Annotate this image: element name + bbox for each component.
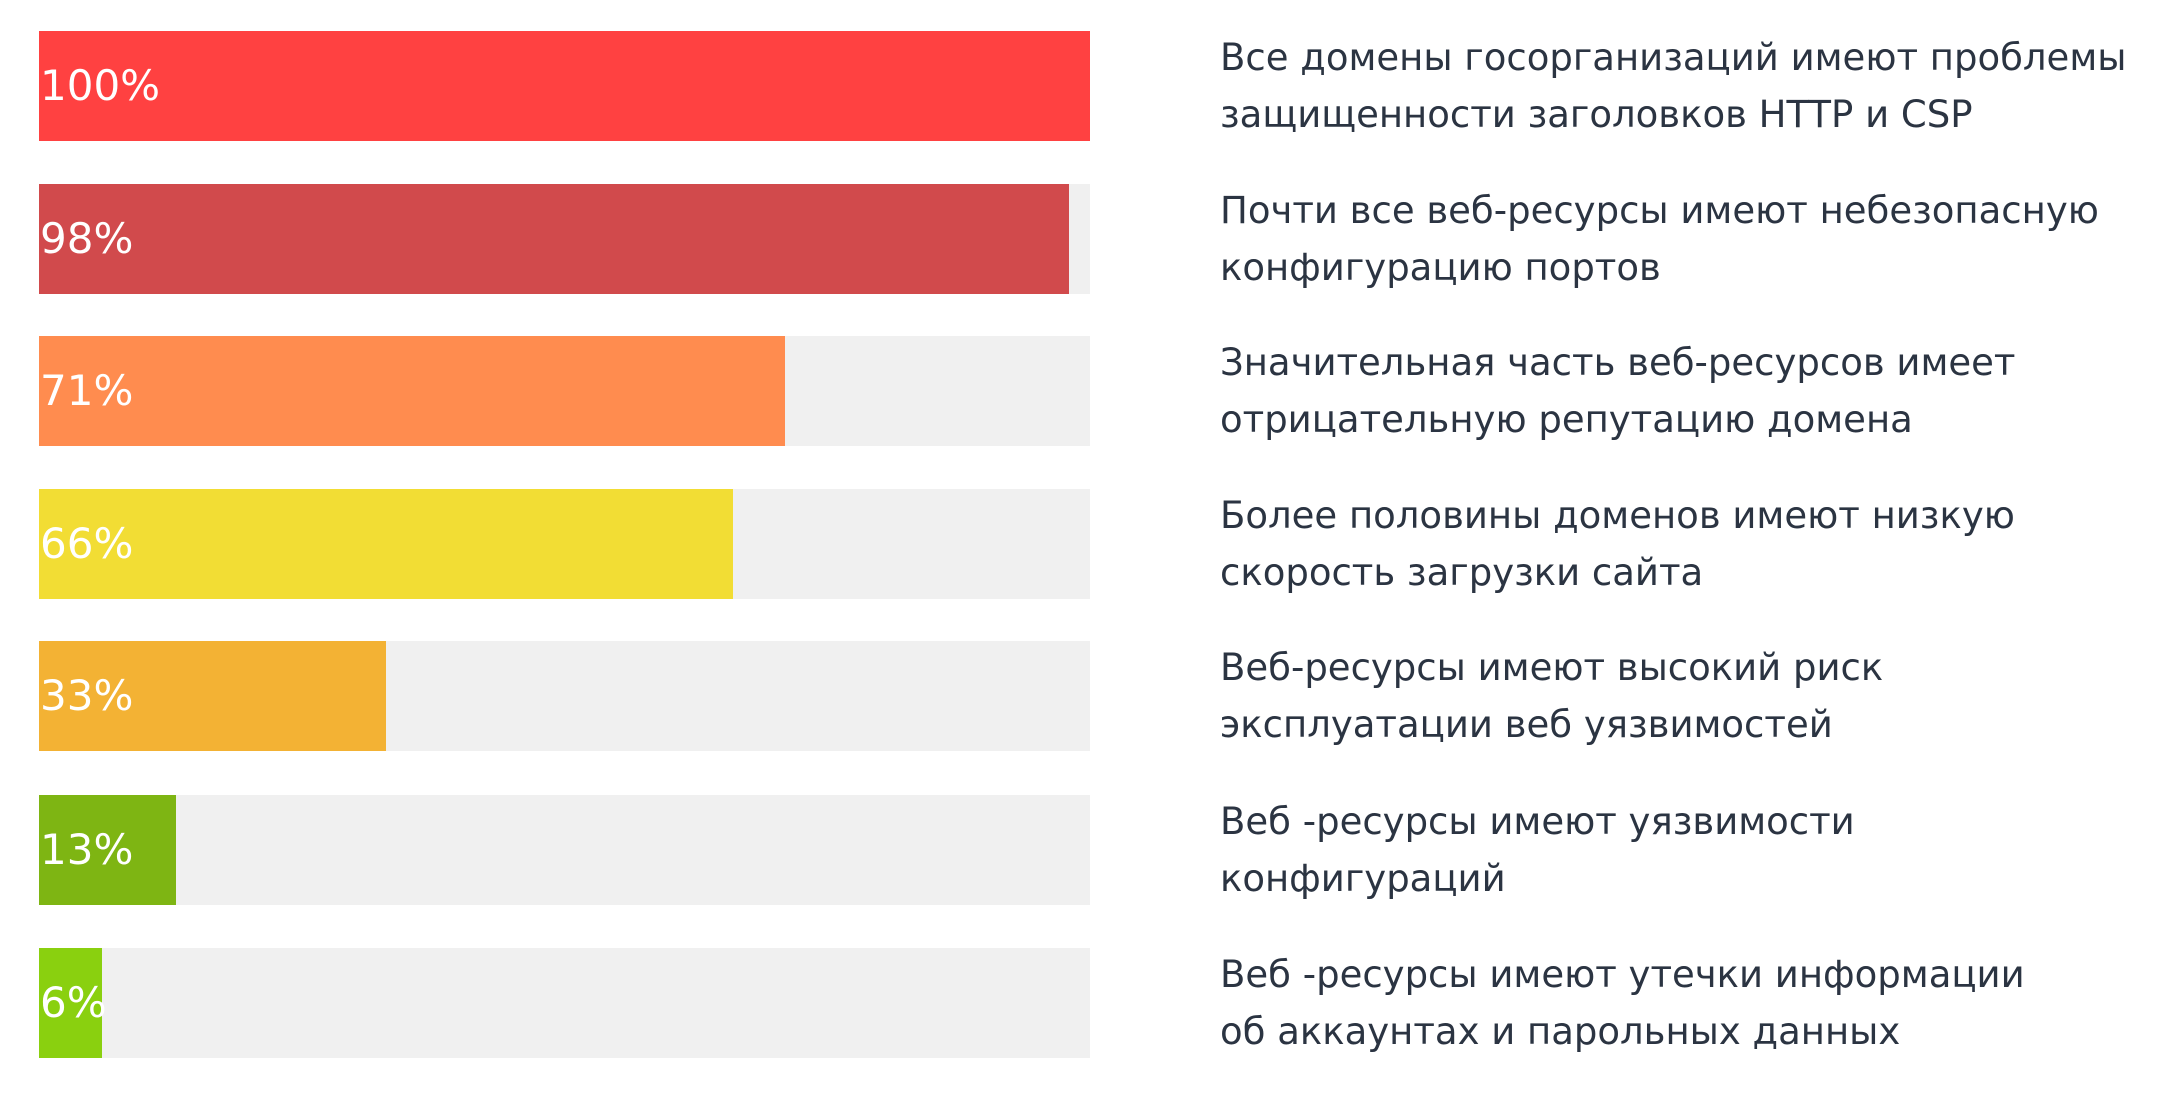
bar-category-label-line: эксплуатации веб уязвимостей [1220,703,1833,746]
bar-category-label-line: Значительная часть веб-ресурсов имеет [1220,341,2016,384]
bar-value-label: 13% [40,825,134,874]
bar [39,948,102,1058]
bar-category-label-line: Более половины доменов имеют низкую [1220,494,2015,537]
bar-category-label-line: Веб -ресурсы имеют утечки информации [1220,953,2025,996]
bar [39,336,785,446]
bar [39,184,1069,294]
bar-category-label: Веб -ресурсы имеют утечки информации об а… [1220,946,2150,1060]
bar-row: 71% Значительная часть веб-ресурсов имеет… [0,336,2160,446]
bar-category-label-line: защищенности заголовков HTTP и CSP [1220,93,1973,136]
bar-track [39,336,1090,446]
bar-category-label-line: конфигурацию портов [1220,246,1661,289]
bar-row: 98% Почти все веб-ресурсы имеют небезопас… [0,184,2160,294]
bar-track [39,795,1090,905]
bar-track [39,641,1090,751]
bar-value-label: 66% [40,519,134,568]
bar-value-label: 100% [40,61,161,110]
bar-row: 13% Веб -ресурсы имеют уязвимости конфигур… [0,795,2160,905]
bar-row: 33% Веб-ресурсы имеют высокий риск эксплуа… [0,641,2160,751]
bar-row: 100% Все домены госорганизаций имеют проб… [0,31,2160,141]
bar-category-label: Почти все веб-ресурсы имеют небезопасную… [1220,182,2150,296]
bar-category-label-line: скорость загрузки сайта [1220,551,1704,594]
bar [39,31,1090,141]
bar-value-label: 98% [40,214,134,263]
bar-category-label-line: отрицательную репутацию домена [1220,398,1913,441]
bar-category-label: Веб-ресурсы имеют высокий риск эксплуатац… [1220,639,2150,753]
bar-category-label-line: конфигураций [1220,857,1506,900]
bar-category-label-line: Все домены госорганизаций имеют проблемы [1220,36,2127,79]
bar-value-label: 6% [40,978,107,1027]
bar [39,641,386,751]
bar-category-label-line: Веб-ресурсы имеют высокий риск [1220,646,1884,689]
bar-track [39,489,1090,599]
bar-category-label: Значительная часть веб-ресурсов имеет отр… [1220,334,2150,448]
bar-category-label: Все домены госорганизаций имеют проблемы… [1220,29,2150,143]
bar-category-label-line: Почти все веб-ресурсы имеют небезопасную [1220,189,2099,232]
bar-category-label: Более половины доменов имеют низкую скоро… [1220,487,2150,601]
bar-row: 66% Более половины доменов имеют низкую ск… [0,489,2160,599]
bar [39,489,733,599]
bar-category-label-line: об аккаунтах и парольных данных [1220,1010,1901,1053]
bar-value-label: 71% [40,366,134,415]
bar-track [39,31,1090,141]
bar-category-label: Веб -ресурсы имеют уязвимости конфигураци… [1220,793,2150,907]
bar [39,795,176,905]
bar-track [39,948,1090,1058]
bar-category-label-line: Веб -ресурсы имеют уязвимости [1220,800,1855,843]
bar-row: 6% Веб -ресурсы имеют утечки информации об… [0,948,2160,1058]
bar-track [39,184,1090,294]
bar-value-label: 33% [40,671,134,720]
